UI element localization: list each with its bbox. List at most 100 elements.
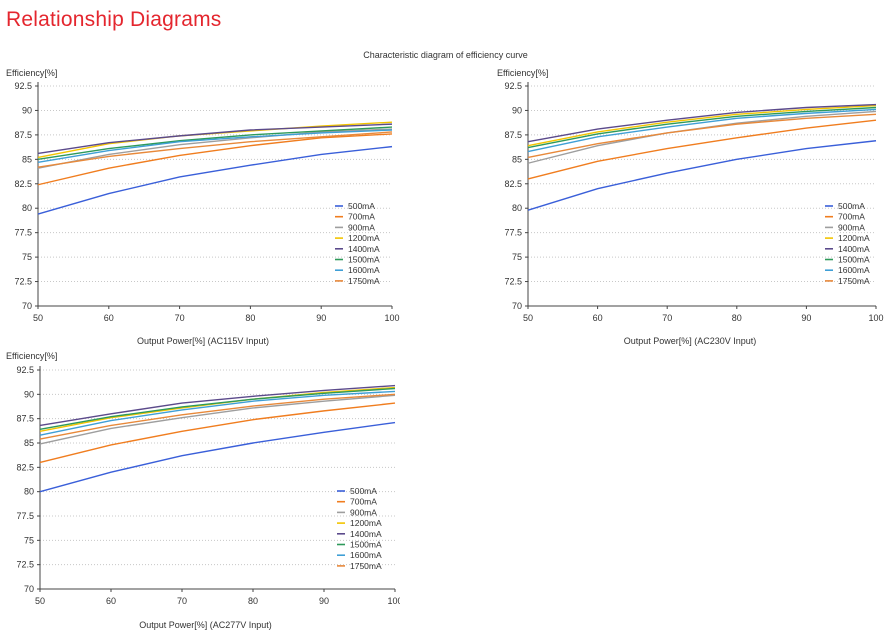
y-tick-label: 77.5 <box>16 511 34 521</box>
series-line-1750mA <box>527 113 877 159</box>
chart-subtitle: Characteristic diagram of efficiency cur… <box>363 50 528 60</box>
legend-label: 1200mA <box>350 518 382 528</box>
y-tick-label: 87.5 <box>504 130 522 140</box>
y-tick-label: 85 <box>22 154 32 164</box>
x-tick-label: 90 <box>319 596 329 606</box>
series-line-1500mA <box>527 106 877 149</box>
legend-label: 1400mA <box>350 529 382 539</box>
x-tick-label: 90 <box>801 313 811 323</box>
y-tick-label: 82.5 <box>14 179 32 189</box>
legend-label: 1500mA <box>348 255 380 265</box>
y-tick-label: 82.5 <box>504 179 522 189</box>
x-tick-label: 70 <box>175 313 185 323</box>
series-line-700mA <box>37 133 393 186</box>
series-line-1500mA <box>37 126 393 161</box>
y-tick-label: 72.5 <box>14 277 32 287</box>
series-line-1600mA <box>527 108 877 153</box>
series-line-500mA <box>39 421 396 493</box>
series-line-1750mA <box>37 131 393 168</box>
series-line-900mA <box>39 394 396 445</box>
page-title: Relationship Diagrams <box>6 8 222 31</box>
y-tick-label: 80 <box>22 203 32 213</box>
series-line-700mA <box>527 119 877 180</box>
x-axis-title: Output Power[%] (AC115V Input) <box>137 336 269 346</box>
y-tick-label: 77.5 <box>14 228 32 238</box>
y-axis-title: Efficiency[%] <box>6 68 57 78</box>
y-tick-label: 90 <box>22 105 32 115</box>
legend-label: 1400mA <box>838 244 870 254</box>
legend-label: 700mA <box>348 212 375 222</box>
y-tick-label: 80 <box>24 487 34 497</box>
legend-label: 1500mA <box>838 255 870 265</box>
legend-label: 1750mA <box>348 276 380 286</box>
y-tick-label: 90 <box>512 105 522 115</box>
series-line-500mA <box>37 145 393 215</box>
y-tick-label: 85 <box>24 438 34 448</box>
x-tick-label: 100 <box>868 313 883 323</box>
x-tick-label: 100 <box>387 596 400 606</box>
x-tick-label: 50 <box>523 313 533 323</box>
y-tick-label: 87.5 <box>16 414 34 424</box>
legend-label: 500mA <box>348 201 375 211</box>
x-tick-label: 80 <box>248 596 258 606</box>
y-tick-label: 80 <box>512 203 522 213</box>
x-tick-label: 90 <box>316 313 326 323</box>
legend-label: 1600mA <box>350 550 382 560</box>
x-tick-label: 60 <box>106 596 116 606</box>
legend-label: 1750mA <box>350 561 382 571</box>
y-tick-label: 75 <box>24 535 34 545</box>
efficiency-chart-ac277v: 70 72.5 75 77.5 80 82.5 85 87.5 90 92.5 50 60 70 80 90… <box>6 351 400 630</box>
y-tick-label: 77.5 <box>504 228 522 238</box>
legend-label: 1600mA <box>348 265 380 275</box>
series-line-1200mA <box>527 104 877 147</box>
y-tick-label: 70 <box>22 301 32 311</box>
y-tick-label: 82.5 <box>16 462 34 472</box>
legend-label: 900mA <box>348 222 375 232</box>
series-line-900mA <box>37 128 393 169</box>
y-tick-label: 92.5 <box>504 81 522 91</box>
legend-label: 500mA <box>350 486 377 496</box>
series-line-1400mA <box>527 103 877 143</box>
x-tick-label: 60 <box>593 313 603 323</box>
series-line-1600mA <box>39 390 396 436</box>
y-axis-title: Efficiency[%] <box>6 351 57 361</box>
series-line-1400mA <box>39 384 396 427</box>
y-axis-title: Efficiency[%] <box>497 68 548 78</box>
x-tick-label: 60 <box>104 313 114 323</box>
y-tick-label: 72.5 <box>504 277 522 287</box>
legend-label: 1750mA <box>838 276 870 286</box>
series-line-700mA <box>39 402 396 464</box>
y-tick-label: 87.5 <box>14 130 32 140</box>
legend-label: 1200mA <box>838 233 870 243</box>
series-line-1500mA <box>39 387 396 431</box>
x-tick-label: 80 <box>732 313 742 323</box>
legend-label: 900mA <box>838 222 865 232</box>
y-tick-label: 92.5 <box>16 365 34 375</box>
y-tick-label: 75 <box>22 252 32 262</box>
legend-label: 700mA <box>350 497 377 507</box>
series-line-1600mA <box>37 129 393 163</box>
y-tick-label: 90 <box>24 389 34 399</box>
x-tick-label: 50 <box>33 313 43 323</box>
y-tick-label: 75 <box>512 252 522 262</box>
legend-label: 900mA <box>350 507 377 517</box>
y-tick-label: 85 <box>512 154 522 164</box>
legend-label: 500mA <box>838 201 865 211</box>
y-tick-label: 70 <box>24 584 34 594</box>
y-tick-label: 70 <box>512 301 522 311</box>
efficiency-chart-ac115v: 70 72.5 75 77.5 80 82.5 85 87.5 90 92.5 50 60 70 80 90… <box>6 68 400 346</box>
legend-label: 1200mA <box>348 233 380 243</box>
legend-label: 1400mA <box>348 244 380 254</box>
x-tick-label: 80 <box>245 313 255 323</box>
x-tick-label: 70 <box>662 313 672 323</box>
x-tick-label: 100 <box>384 313 399 323</box>
legend-label: 1500mA <box>350 540 382 550</box>
series-line-500mA <box>527 140 877 211</box>
x-tick-label: 50 <box>35 596 45 606</box>
series-line-1400mA <box>37 123 393 155</box>
efficiency-chart-ac230v: 70 72.5 75 77.5 80 82.5 85 87.5 90 92.5 50 60 70 80 90… <box>497 68 884 346</box>
y-tick-label: 92.5 <box>14 81 32 91</box>
legend-label: 700mA <box>838 212 865 222</box>
y-tick-label: 72.5 <box>16 560 34 570</box>
x-axis-title: Output Power[%] (AC230V Input) <box>624 336 757 346</box>
